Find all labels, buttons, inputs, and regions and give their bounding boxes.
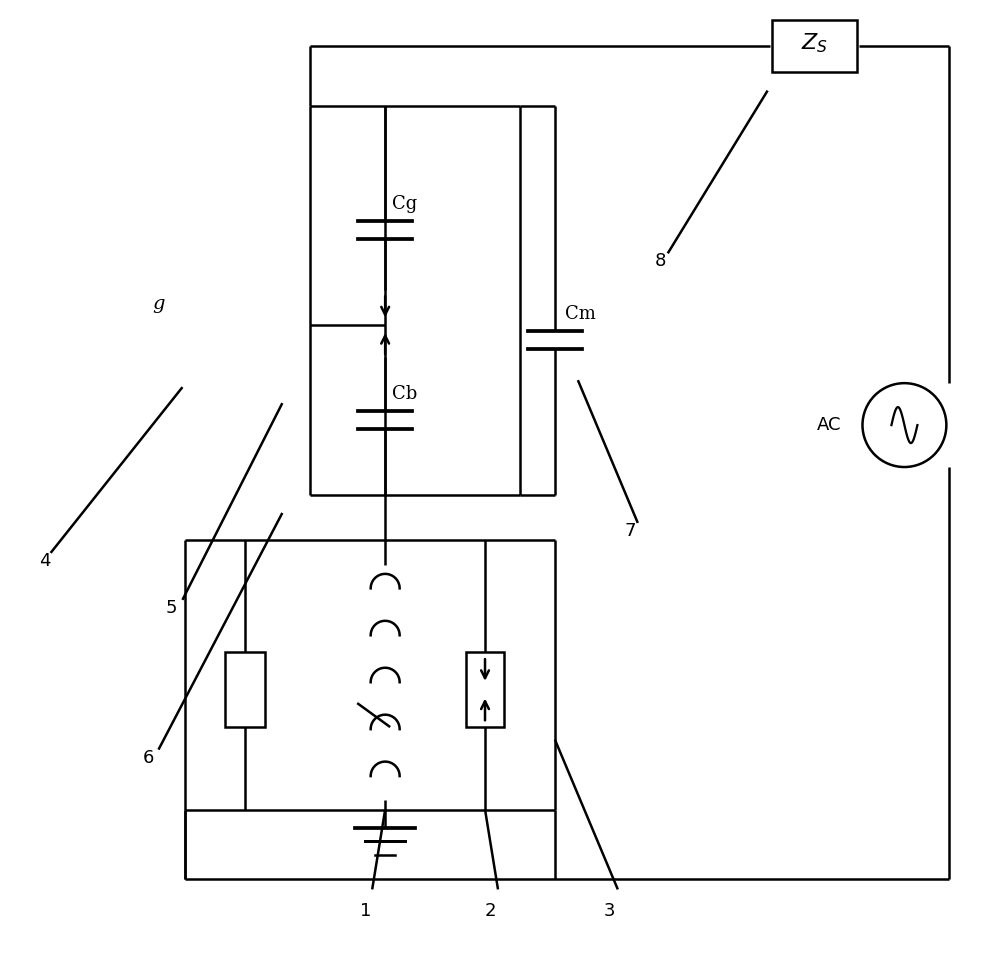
Text: AC: AC [817, 416, 842, 434]
Text: 5: 5 [165, 599, 177, 617]
Bar [225, 652, 265, 727]
Text: $Z_S$: $Z_S$ [801, 32, 828, 56]
Text: Cm: Cm [565, 305, 596, 324]
Text: 4: 4 [39, 552, 50, 569]
Text: 2: 2 [484, 903, 496, 920]
Bar [772, 20, 857, 71]
Bar [466, 652, 504, 727]
Text: 3: 3 [604, 903, 616, 920]
Text: Cg: Cg [392, 195, 417, 214]
Text: 7: 7 [625, 522, 636, 540]
Text: Cb: Cb [392, 385, 417, 403]
Text: g: g [152, 295, 165, 313]
Text: 1: 1 [360, 903, 371, 920]
Text: 8: 8 [655, 253, 666, 270]
Text: 6: 6 [143, 749, 154, 766]
